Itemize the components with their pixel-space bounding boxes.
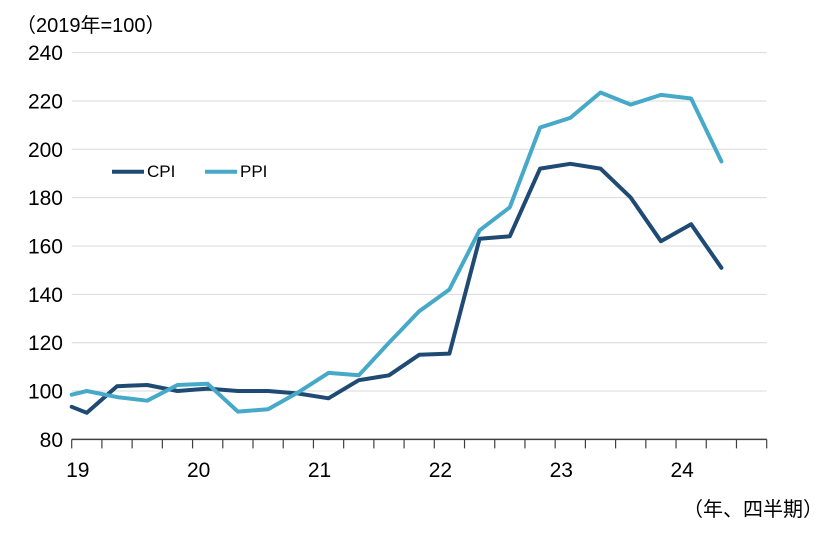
y-tick-label: 160 [28, 236, 63, 259]
x-year-label: 22 [429, 459, 452, 482]
x-year-label: 24 [670, 459, 694, 482]
cpi-line [69, 161, 724, 415]
xaxis-unit-note: （年、四半期） [683, 499, 823, 521]
x-year-label: 21 [308, 459, 331, 482]
x-year-label: 20 [187, 459, 210, 482]
y-tick-label: 80 [40, 429, 63, 452]
y-tick-label: 100 [28, 381, 63, 404]
axis-unit-note: （2019年=100） [16, 15, 166, 37]
ppi-line [69, 90, 724, 414]
x-year-label: 19 [66, 459, 89, 482]
y-tick-label: 220 [28, 90, 63, 113]
y-tick-label: 140 [28, 284, 63, 307]
y-tick-label: 240 [28, 42, 63, 65]
y-tick-label: 200 [28, 139, 63, 162]
legend-label-cpi: CPI [147, 162, 175, 181]
x-year-label: 23 [550, 459, 573, 482]
legend-label-ppi: PPI [240, 162, 267, 181]
y-tick-label: 120 [28, 332, 63, 355]
y-tick-label: 180 [28, 187, 63, 210]
